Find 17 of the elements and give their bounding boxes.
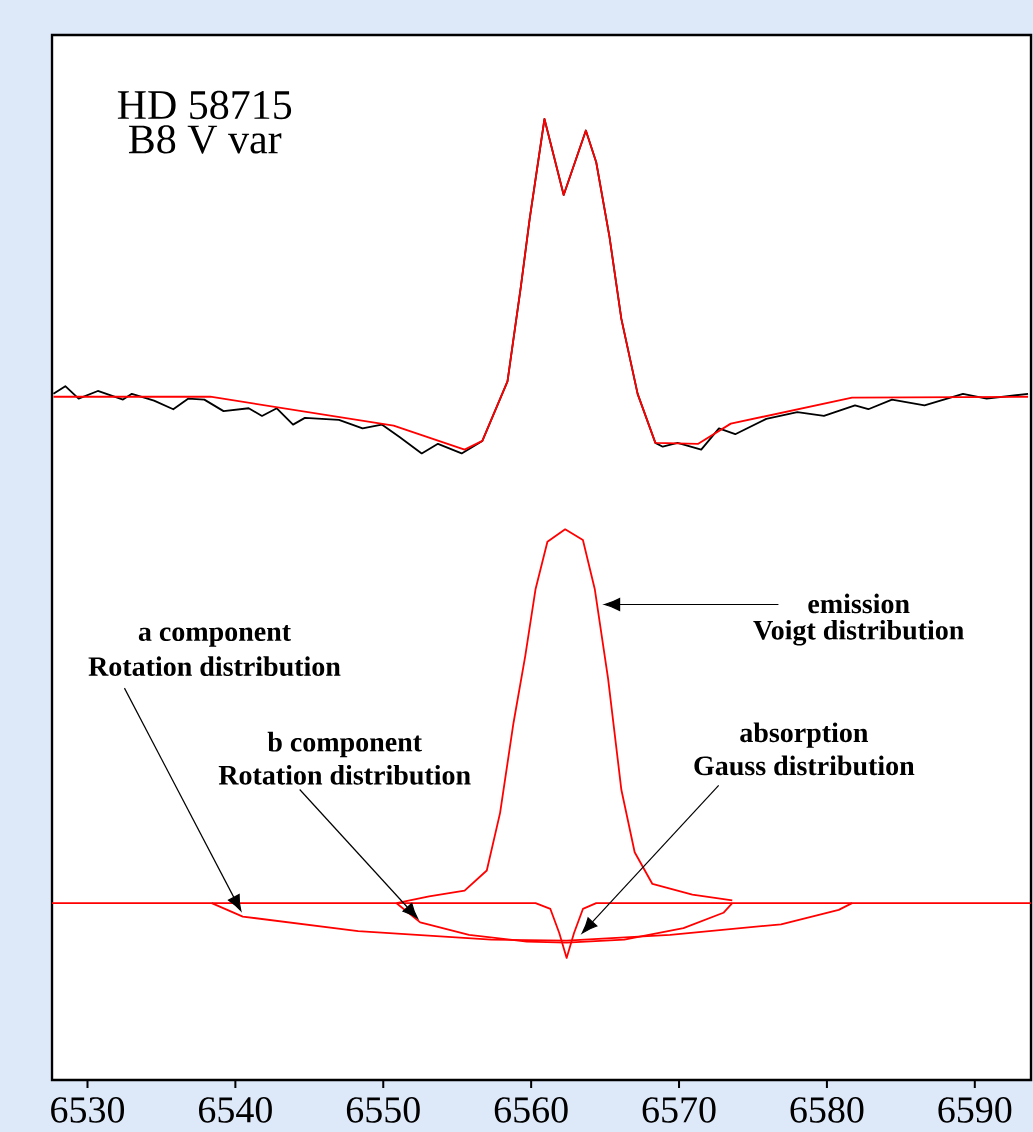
annotation: a component: [138, 625, 291, 647]
annotation: Rotation distribution: [88, 656, 341, 677]
x-tick-label: 6590: [938, 1097, 1012, 1123]
annotation: Rotation distribution: [218, 764, 471, 785]
x-tick-label: 6580: [790, 1097, 864, 1123]
annotation: Gauss distribution: [694, 755, 915, 776]
annotation: Voigt distribution: [753, 619, 964, 646]
x-tick-label: 6560: [494, 1097, 568, 1123]
x-tick-label: 6530: [51, 1097, 125, 1123]
chart-title: HD 58715: [117, 90, 292, 120]
chart-subtitle: B8 V var: [128, 125, 282, 154]
x-tick-label: 6570: [642, 1097, 716, 1123]
annotation: absorption: [740, 722, 869, 748]
x-tick-label: 6550: [346, 1097, 420, 1123]
annotation: emission: [808, 593, 910, 614]
x-tick-label: 6540: [199, 1097, 272, 1123]
annotation: b component: [267, 731, 422, 758]
